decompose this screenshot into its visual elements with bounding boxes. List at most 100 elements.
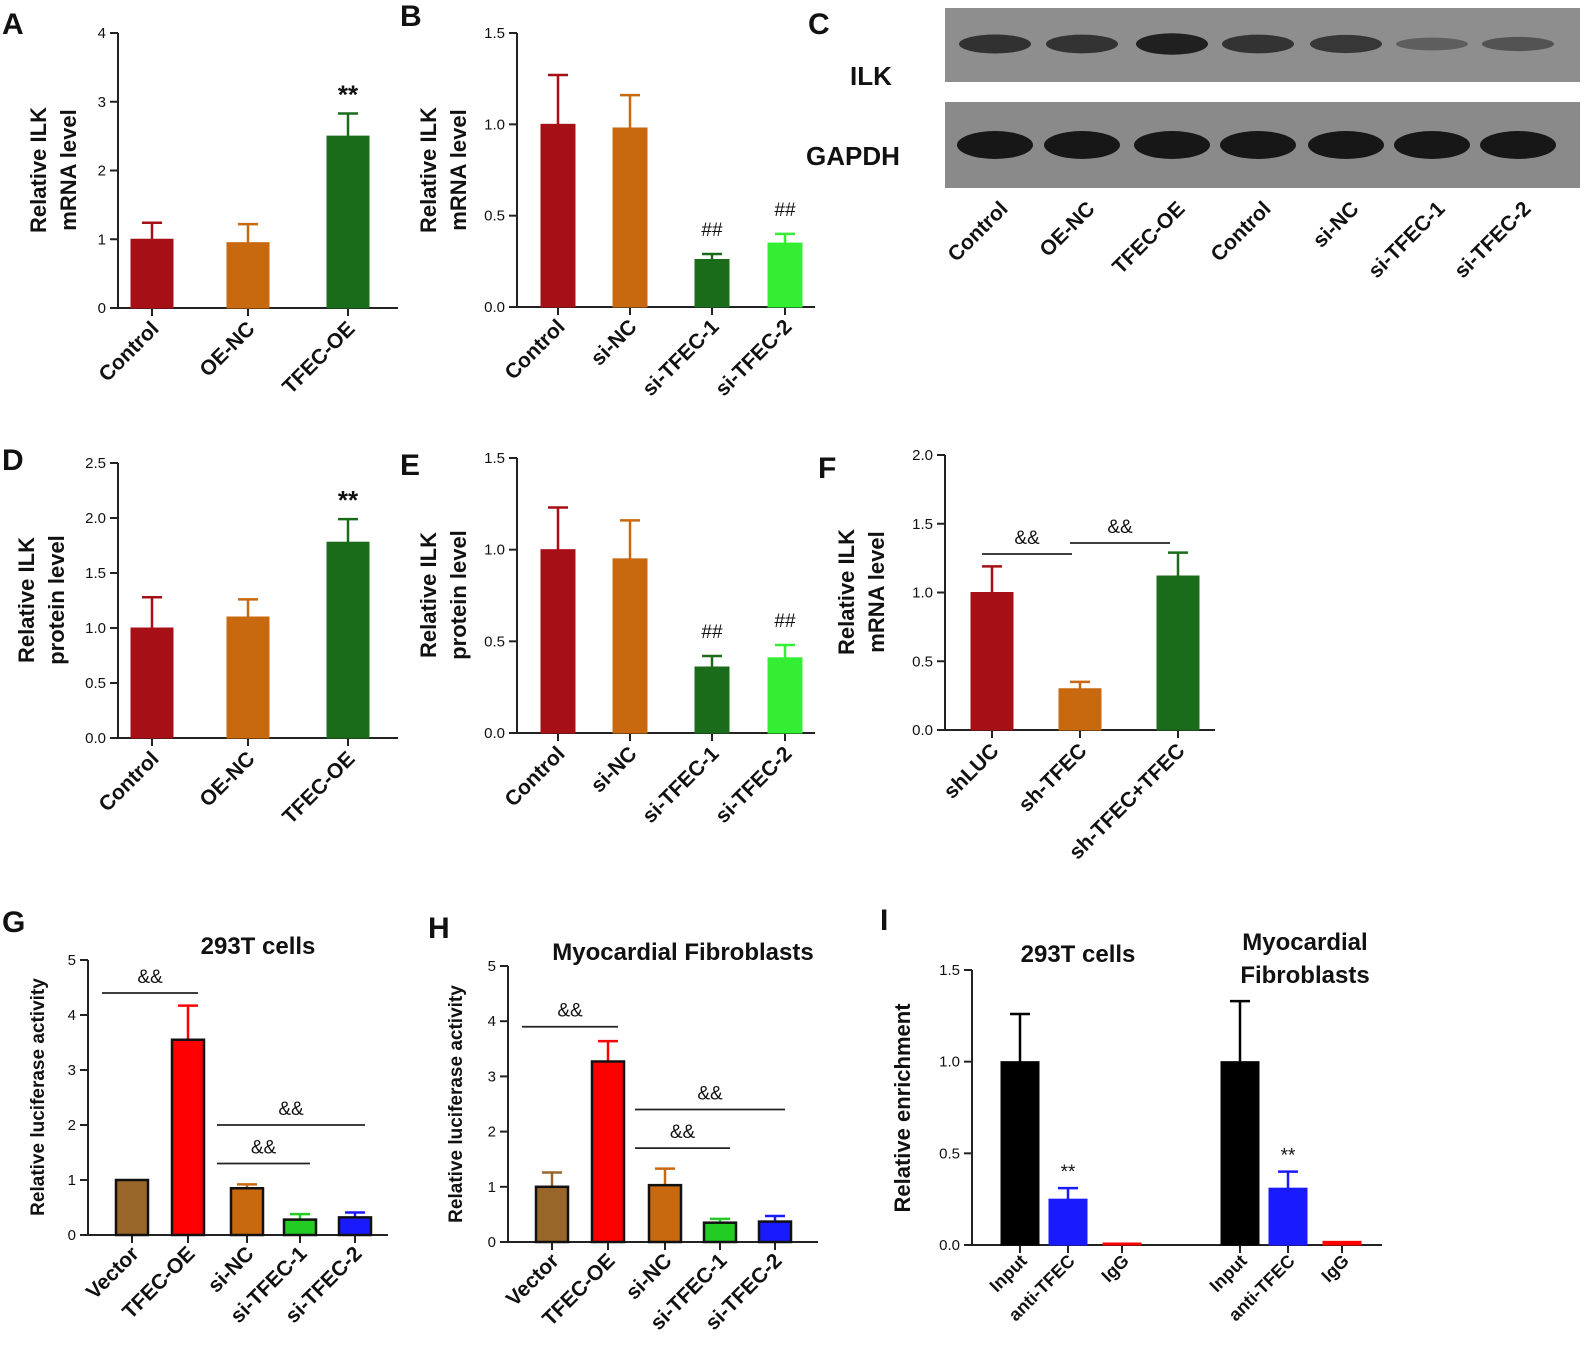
bar-g-2	[229, 1187, 265, 1237]
blot-band-gapdh-4	[1308, 131, 1384, 159]
chart-e: 0.0 0.5 1.0 1.5 Relative ILK protein level Con…	[416, 450, 815, 828]
blot-band-ilk-3	[1222, 34, 1294, 54]
category-label-b-0: Control	[500, 315, 569, 384]
blot-band-ilk-1	[1046, 34, 1118, 54]
y-tick-label-a: 1	[98, 231, 106, 248]
chart-h: 0 1 2 3 4 5 Relative luciferase activity Myocar…	[446, 939, 818, 1335]
chart-d: 0.0 0.5 1.0 1.5 2.0 2.5 Relative ILK protein le…	[14, 455, 398, 829]
significance-label-b-3: ##	[774, 200, 796, 221]
y-axis-title-b: Relative ILK mRNA level	[416, 107, 471, 233]
blot-band-gapdh-3	[1220, 131, 1296, 159]
bar-f-1	[1058, 688, 1102, 731]
significance-label-a-2: **	[338, 79, 359, 109]
panel-label-a: A	[2, 8, 24, 41]
y-axis-title-e: Relative ILK protein level	[416, 530, 471, 660]
group-title-myocardial: Myocardial	[1242, 929, 1367, 956]
y-tick-label-h: 3	[488, 1068, 496, 1085]
panel-label-h: H	[428, 912, 450, 945]
y-tick-label-g: 1	[68, 1172, 76, 1189]
blot-band-label-gapdh: GAPDH	[806, 141, 900, 171]
comparison-label-g-2: &&	[278, 1099, 304, 1120]
y-axis-title-a: Relative ILK mRNA level	[26, 107, 81, 233]
significance-label-d-2: **	[338, 485, 359, 515]
y-tick-label-h: 0	[488, 1234, 496, 1251]
y-axis-title-line: mRNA level	[56, 109, 81, 230]
bar-g-3	[282, 1218, 318, 1237]
comparison-label-h-0: &&	[557, 1001, 583, 1022]
y-tick-label-b: 1.5	[484, 25, 505, 42]
comparison-label-g-0: &&	[137, 967, 163, 988]
bar-d-2	[326, 541, 370, 739]
y-axis-title-line: protein level	[44, 535, 69, 665]
chart-title-h: Myocardial Fibroblasts	[552, 939, 813, 966]
y-tick-label-i: 1.0	[939, 1054, 960, 1071]
category-label-e-2: si-TFEC-1	[638, 742, 724, 828]
bar-h-2	[647, 1183, 683, 1244]
bar-g-4	[337, 1216, 373, 1237]
category-label-a-0: Control	[94, 317, 163, 386]
significance-label-e-2: ##	[701, 622, 723, 643]
blot-band-gapdh-1	[1044, 131, 1120, 159]
bar-e-2	[694, 666, 730, 734]
y-tick-label-g: 5	[68, 952, 76, 969]
category-label-e-3: si-TFEC-2	[711, 742, 797, 828]
group-title-293t: 293T cells	[1021, 941, 1136, 968]
y-axis-title-i: Relative enrichment	[890, 1003, 915, 1213]
comparison-label-h-1: &&	[670, 1122, 696, 1143]
category-label-i-5: IgG	[1317, 1251, 1352, 1286]
y-tick-label-f: 1.5	[912, 516, 933, 533]
comparison-label-f-1: &&	[1107, 517, 1133, 538]
y-tick-label-i: 0.0	[939, 1237, 960, 1254]
blot-band-ilk-0	[959, 34, 1031, 54]
blot-band-label-ilk: ILK	[850, 61, 892, 91]
y-tick-label-a: 4	[98, 25, 106, 42]
bar-a-2	[326, 135, 370, 309]
category-label-a-1: OE-NC	[195, 317, 259, 381]
category-label-b-2: si-TFEC-1	[638, 315, 724, 401]
category-label-d-2: TFEC-OE	[278, 747, 359, 828]
comparison-label-f-0: &&	[1014, 528, 1040, 549]
blot-band-ilk-4	[1310, 34, 1382, 54]
y-tick-label-h: 5	[488, 958, 496, 975]
y-tick-label-b: 0.5	[484, 208, 505, 225]
bar-d-1	[226, 616, 270, 739]
category-label-i-2: IgG	[1097, 1251, 1132, 1286]
western-blot: ILK GAPDH Control OE-NC TFEC-OE Control si-N…	[806, 8, 1580, 283]
bar-i-1	[1048, 1198, 1088, 1246]
y-tick-label-e: 0.5	[484, 633, 505, 650]
category-label-e-1: si-NC	[586, 742, 641, 797]
bar-b-1	[612, 127, 648, 308]
blot-band-ilk-6	[1482, 36, 1554, 52]
blot-band-gapdh-5	[1394, 131, 1470, 159]
significance-label-b-2: ##	[701, 220, 723, 241]
category-label-a-2: TFEC-OE	[278, 317, 359, 398]
blot-lane-label-5: si-TFEC-1	[1364, 197, 1450, 283]
bar-h-4	[757, 1220, 793, 1244]
bar-h-1	[590, 1060, 626, 1244]
category-label-d-0: Control	[94, 747, 163, 816]
category-label-b-3: si-TFEC-2	[711, 315, 797, 401]
chart-f: 0.0 0.5 1.0 1.5 2.0 Relative ILK mRNA level shL…	[834, 447, 1215, 864]
y-axis-title-line: Relative ILK	[416, 532, 441, 658]
y-tick-label-d: 2.5	[85, 455, 106, 472]
panel-label-b: B	[400, 0, 422, 33]
y-tick-label-f: 1.0	[912, 585, 933, 602]
y-tick-label-e: 1.5	[484, 450, 505, 467]
y-tick-label-d: 1.5	[85, 565, 106, 582]
bar-g-1	[170, 1038, 206, 1237]
significance-label-e-3: ##	[774, 611, 796, 632]
y-tick-label-h: 4	[488, 1013, 496, 1030]
category-label-i-3: Input	[1206, 1251, 1251, 1296]
y-tick-label-g: 4	[68, 1007, 76, 1024]
y-tick-label-a: 0	[98, 300, 106, 317]
y-tick-label-i: 1.5	[939, 962, 960, 979]
category-label-b-1: si-NC	[586, 315, 641, 370]
bar-a-0	[130, 238, 174, 309]
bar-a-1	[226, 242, 270, 309]
y-tick-label-e: 1.0	[484, 542, 505, 559]
comparison-label-g-1: &&	[251, 1138, 277, 1159]
y-tick-label-b: 0.0	[484, 299, 505, 316]
y-tick-label-f: 0.5	[912, 653, 933, 670]
bar-e-3	[767, 657, 803, 734]
